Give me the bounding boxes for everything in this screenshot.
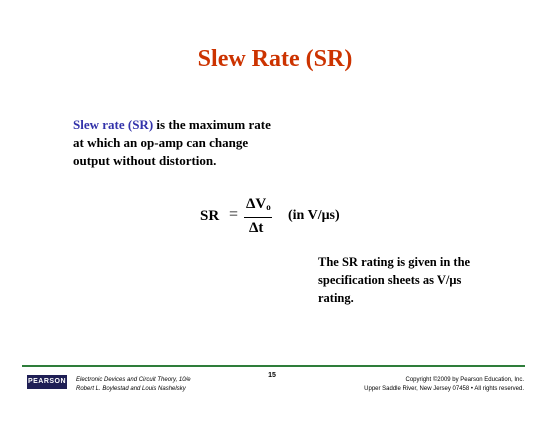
book-title: Electronic Devices and Circuit Theory, 1… [76, 377, 191, 383]
footer-divider [22, 365, 525, 367]
spec-sheet-note: The SR rating is given in the specificat… [318, 255, 471, 305]
book-info: Electronic Devices and Circuit Theory, 1… [76, 376, 191, 394]
page-number: 15 [268, 372, 276, 379]
slew-rate-term: Slew rate (SR) [73, 117, 154, 132]
numerator-text: ΔV [246, 196, 267, 212]
slide-title: Slew Rate (SR) [197, 46, 353, 72]
book-authors: Robert L. Boylestad and Louis Nashelsky [76, 386, 186, 392]
slew-rate-formula: SR = ΔVo Δt (in V/μs) [200, 196, 400, 246]
definition-rest: is the maximum rate at which an op-amp c… [73, 117, 271, 168]
numerator-subscript: o [266, 202, 271, 212]
formula-numerator: ΔVo [246, 196, 271, 213]
rights-line: Upper Saddle River, New Jersey 07458 • A… [364, 386, 524, 392]
formula-denominator: Δt [249, 220, 264, 236]
definition-text: Slew rate (SR) is the maximum rate at wh… [73, 116, 273, 170]
copyright-line: Copyright ©2009 by Pearson Education, In… [405, 377, 525, 383]
formula-unit-note: (in V/μs) [288, 208, 340, 223]
pearson-logo: PEARSON [27, 375, 67, 389]
copyright-info: Copyright ©2009 by Pearson Education, In… [364, 376, 524, 394]
formula-equals: = [229, 206, 239, 223]
formula-lhs: SR [200, 208, 220, 224]
fraction-bar [244, 217, 272, 218]
